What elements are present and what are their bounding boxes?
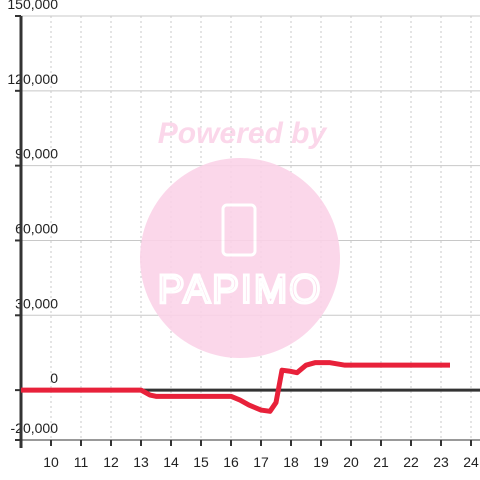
x-tick-label: 11 xyxy=(74,454,89,470)
y-tick-label: 90,000 xyxy=(15,146,58,162)
watermark-bottom: PAPIMO xyxy=(158,268,323,312)
x-tick-label: 23 xyxy=(433,454,449,470)
x-tick-label: 22 xyxy=(403,454,419,470)
x-tick-label: 19 xyxy=(313,454,329,470)
x-tick-label: 21 xyxy=(373,454,389,470)
y-tick-label: 60,000 xyxy=(15,220,58,236)
x-tick-label: 20 xyxy=(343,454,359,470)
x-tick-label: 24 xyxy=(463,454,479,470)
watermark: Powered by PAPIMO xyxy=(140,117,340,358)
x-tick-label: 15 xyxy=(193,454,209,470)
y-tick-label: 120,000 xyxy=(7,71,58,87)
watermark-top: Powered by xyxy=(158,117,328,150)
x-tick-label: 17 xyxy=(253,454,269,470)
x-tick-label: 12 xyxy=(103,454,119,470)
watermark-circle xyxy=(140,158,340,358)
x-tick-label: 10 xyxy=(43,454,59,470)
x-tick-label: 16 xyxy=(223,454,239,470)
x-tick-label: 14 xyxy=(163,454,179,470)
line xyxy=(21,360,450,414)
x-tick-label: 18 xyxy=(283,454,299,470)
y-tick-label: -20,000 xyxy=(11,420,59,436)
y-tick-label: 30,000 xyxy=(15,295,58,311)
y-tick-label: 0 xyxy=(50,370,58,386)
y-tick-label: 150,000 xyxy=(7,0,58,12)
x-tick-label: 13 xyxy=(133,454,149,470)
watermark-icon xyxy=(221,203,257,257)
